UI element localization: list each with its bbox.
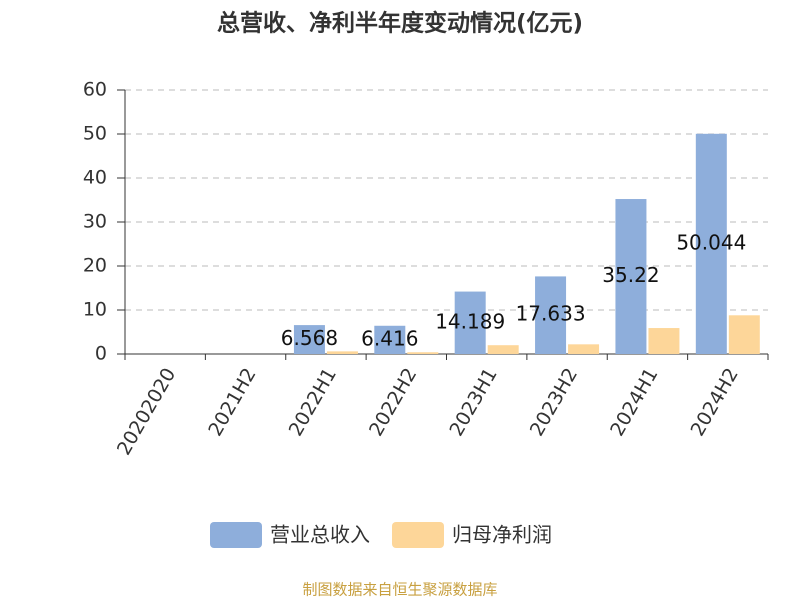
- y-tick-label: 20: [83, 255, 107, 277]
- y-tick-label: 10: [83, 299, 107, 321]
- x-tick-label: 2022H2: [365, 364, 421, 440]
- x-tick-label: 2024H2: [686, 364, 742, 440]
- legend-label: 归母净利润: [452, 523, 552, 547]
- data-label: 6.416: [361, 326, 418, 350]
- y-tick-label: 40: [83, 167, 107, 189]
- bar: [568, 344, 600, 354]
- x-tick-label: 2021H2: [204, 364, 260, 440]
- data-label: 17.633: [516, 302, 586, 326]
- data-label: 6.568: [281, 326, 338, 350]
- chart-title: 总营收、净利半年度变动情况(亿元): [217, 10, 583, 37]
- bar: [454, 291, 486, 354]
- data-label: 50.044: [676, 230, 746, 254]
- bar: [407, 352, 439, 354]
- bar: [648, 328, 680, 354]
- bar: [615, 199, 647, 354]
- legend-swatch: [392, 522, 444, 548]
- x-tick-label: 20202020: [113, 364, 180, 459]
- bar: [326, 351, 358, 354]
- bar: [374, 325, 406, 354]
- y-tick-label: 60: [83, 79, 107, 101]
- legend-label: 营业总收入: [270, 523, 370, 547]
- x-tick-label: 2023H2: [526, 364, 582, 440]
- y-tick-label: 30: [83, 211, 107, 233]
- source-note: 制图数据来自恒生聚源数据库: [302, 581, 497, 599]
- bar: [487, 345, 519, 354]
- bar: [535, 276, 567, 354]
- bar: [293, 325, 325, 354]
- data-label: 14.189: [435, 309, 505, 333]
- y-tick-label: 0: [95, 343, 107, 365]
- bar: [728, 315, 760, 354]
- legend-swatch: [210, 522, 262, 548]
- x-tick-label: 2024H1: [606, 364, 662, 440]
- x-tick-label: 2023H1: [445, 364, 501, 440]
- y-tick-label: 50: [83, 123, 107, 145]
- data-label: 35.22: [602, 263, 659, 287]
- bar: [695, 133, 727, 354]
- x-tick-label: 2022H1: [285, 364, 341, 440]
